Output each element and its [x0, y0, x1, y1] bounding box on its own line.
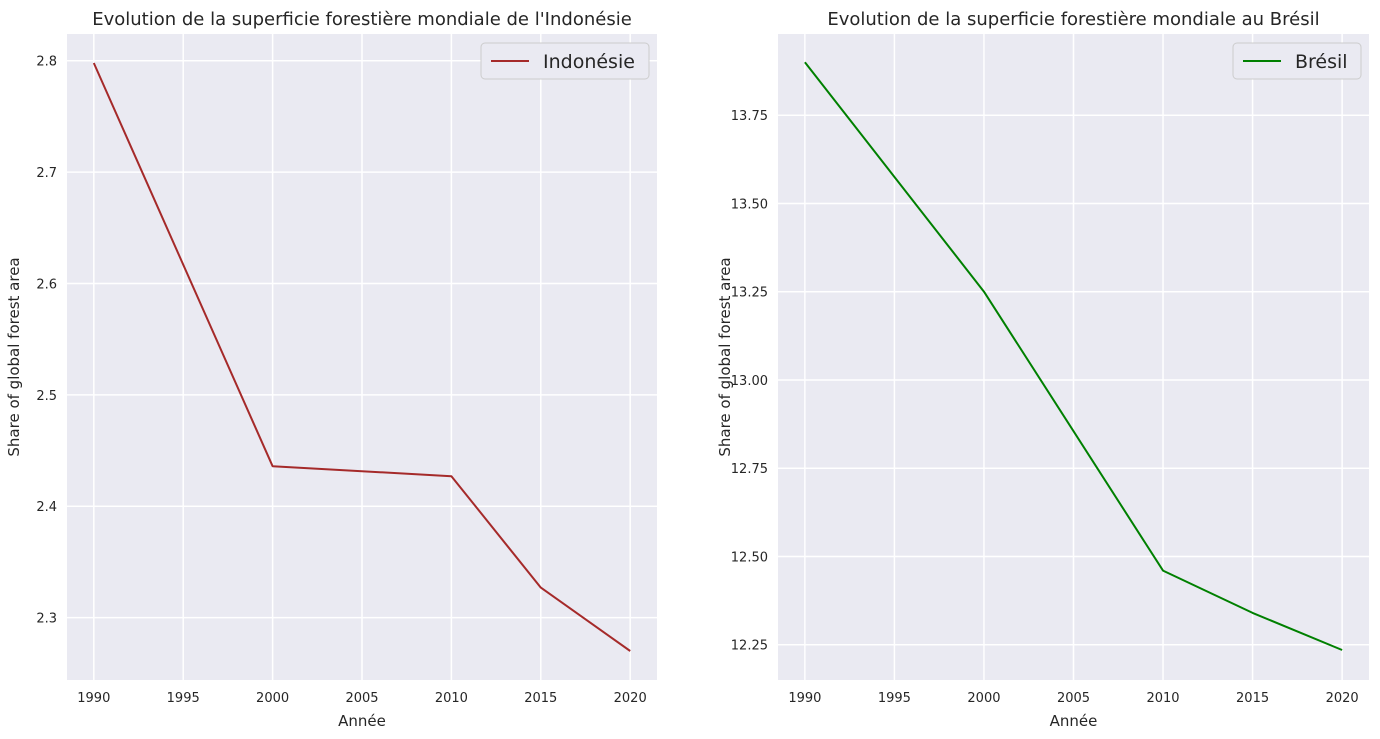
x-tick-label: 1995	[878, 691, 911, 706]
x-tick-label: 1990	[788, 691, 821, 706]
y-tick-label: 13.50	[731, 197, 768, 212]
x-tick-label: 2000	[256, 691, 289, 706]
chart-bresil: 1990 1995 2000 2005 2010 2015 2020 12.25 12.50 12…	[716, 9, 1369, 730]
y-axis-label: Share of global forest area	[5, 257, 23, 456]
y-tick-label: 2.7	[36, 166, 57, 181]
x-tick-label: 2015	[1236, 691, 1269, 706]
x-tick-label: 2005	[1057, 691, 1090, 706]
chart-indonesie: 1990 1995 2000 2005 2010 2015 2020 2.3 2.4 2.5 2.6…	[5, 9, 657, 730]
x-tick-label: 1990	[77, 691, 110, 706]
x-tick-label: 1995	[167, 691, 200, 706]
y-tick-label: 13.00	[731, 374, 768, 389]
chart-title: Evolution de la superficie forestière mo…	[827, 9, 1319, 30]
x-axis-label: Année	[338, 712, 386, 730]
x-tick-label: 2010	[1146, 691, 1179, 706]
y-tick-label: 2.6	[36, 277, 57, 292]
x-tick-label: 2020	[614, 691, 647, 706]
y-tick-label: 12.75	[731, 462, 768, 477]
x-tick-label: 2015	[524, 691, 557, 706]
y-tick-label: 13.25	[731, 286, 768, 301]
legend-label: Indonésie	[543, 51, 635, 73]
x-tick-label: 2020	[1326, 691, 1359, 706]
y-tick-label: 12.25	[731, 639, 768, 654]
x-tick-label: 2010	[435, 691, 468, 706]
y-tick-label: 13.75	[731, 109, 768, 124]
legend-box	[480, 42, 650, 80]
x-tick-label: 2000	[967, 691, 1000, 706]
legend-label: Brésil	[1295, 51, 1348, 73]
x-tick-label: 2005	[345, 691, 378, 706]
y-tick-label: 2.8	[36, 55, 57, 70]
legend-box	[1232, 42, 1362, 80]
y-tick-label: 2.5	[36, 389, 57, 404]
chart-title: Evolution de la superficie forestière mo…	[92, 9, 632, 30]
y-tick-label: 12.50	[731, 550, 768, 565]
y-tick-label: 2.4	[36, 500, 57, 515]
y-tick-label: 2.3	[36, 612, 57, 627]
x-axis-label: Année	[1050, 712, 1098, 730]
y-axis-label: Share of global forest area	[716, 257, 734, 456]
